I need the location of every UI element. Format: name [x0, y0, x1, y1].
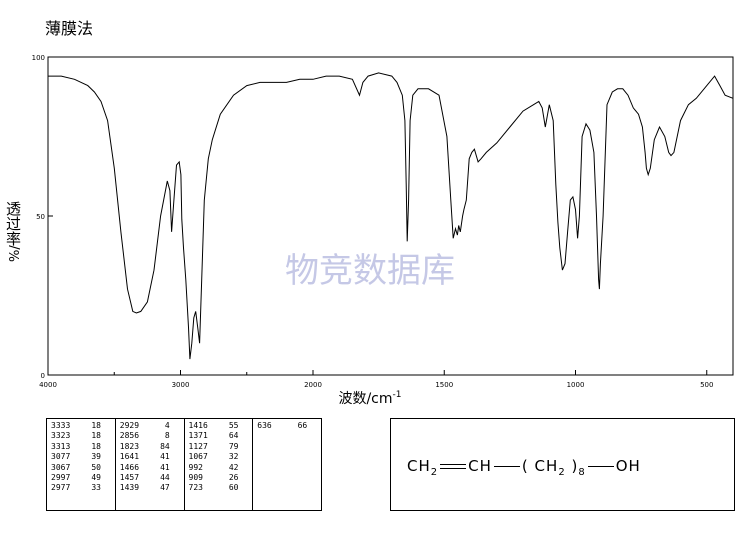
- x-tick-label: 3000: [172, 381, 190, 389]
- peak-wavenumber: 1416: [188, 421, 208, 430]
- peak-wavenumber: 1457: [119, 473, 140, 483]
- x-axis-ticks: 4000 3000 2000 1500 1000 500: [39, 370, 713, 389]
- peak-row: 1439 47: [120, 483, 184, 493]
- y-axis-label: 透过率: [4, 201, 22, 246]
- peak-wavenumber: 1439: [119, 483, 140, 493]
- peak-transmittance: 39: [91, 452, 101, 462]
- peak-transmittance: 50: [91, 462, 101, 472]
- peak-transmittance: 33: [91, 483, 101, 493]
- plot-frame: [47, 56, 734, 376]
- peak-transmittance: 4: [164, 421, 170, 430]
- peak-table-column: 636 66: [253, 419, 321, 510]
- peak-transmittance: 66: [297, 421, 308, 430]
- peak-row: 1457 44: [120, 473, 184, 483]
- svg-text:透过率: 透过率: [4, 201, 22, 246]
- peak-transmittance: 8: [164, 431, 170, 441]
- peak-row: 2856 8: [120, 431, 184, 441]
- minor-ticks: [113, 372, 576, 375]
- peak-wavenumber: 992: [188, 462, 203, 472]
- peak-table: 3333 18 3323 18 3313 18 3077 39 3067 50 2997 49 2977…: [46, 418, 322, 511]
- peak-wavenumber: 2997: [51, 473, 71, 483]
- peak-row: 1823 84: [120, 442, 184, 452]
- peak-row: 909 26: [189, 473, 253, 483]
- y-tick-label: 100: [32, 54, 45, 62]
- peak-wavenumber: 3067: [51, 462, 71, 472]
- peak-row: 3323 18: [51, 431, 115, 441]
- y-tick-label: 50: [36, 213, 45, 221]
- x-tick-label: 500: [700, 381, 713, 389]
- peak-row: 1067 32: [189, 452, 253, 462]
- peak-transmittance: 44: [160, 473, 170, 483]
- peak-wavenumber: 1067: [188, 452, 208, 462]
- peak-wavenumber: 2856: [119, 431, 140, 441]
- peak-wavenumber: 3313: [51, 441, 71, 451]
- peak-transmittance: 84: [160, 441, 170, 451]
- peak-transmittance: 32: [228, 452, 239, 462]
- single-bond: [587, 466, 614, 467]
- peak-table-column: 3333 18 3323 18 3313 18 3077 39 3067 50 2997 49 2977…: [47, 419, 116, 510]
- x-tick-label: 2000: [304, 381, 322, 389]
- peak-row: 1641 41: [120, 452, 184, 462]
- peak-row: 3077 39: [51, 452, 115, 462]
- structural-formula: CH2 CH( CH2 )8 OH: [407, 457, 641, 478]
- peak-wavenumber: 723: [188, 483, 203, 493]
- peak-wavenumber: 1823: [119, 441, 140, 451]
- peak-row: 992 42: [189, 463, 253, 473]
- double-bond: [440, 464, 467, 469]
- peak-transmittance: 41: [160, 462, 170, 472]
- peak-wavenumber: 1127: [188, 441, 208, 451]
- peak-transmittance: 60: [228, 483, 239, 493]
- peak-row: 636 66: [257, 421, 321, 431]
- x-tick-label: 4000: [39, 381, 57, 389]
- peak-row: 1127 79: [189, 442, 253, 452]
- structure-formula-box: CH2 CH( CH2 )8 OH: [390, 418, 735, 511]
- spectrum-line: [48, 72, 734, 360]
- peak-transmittance: 26: [228, 473, 239, 483]
- single-bond: [493, 466, 520, 467]
- peak-transmittance: 64: [228, 431, 239, 441]
- x-tick-label: 1500: [435, 381, 453, 389]
- peak-wavenumber: 3323: [51, 431, 71, 441]
- peak-wavenumber: 2977: [51, 483, 71, 493]
- x-axis-label: 波数/cm-1: [338, 390, 401, 407]
- peak-row: 1416 55: [189, 421, 253, 431]
- peak-wavenumber: 636: [257, 421, 272, 430]
- peak-transmittance: 55: [228, 421, 239, 430]
- peak-row: 1371 64: [189, 431, 253, 441]
- peak-table-column: 2929 4 2856 8 1823 84 1641 41 1466 41 1457 44 1439 47: [116, 419, 185, 510]
- peak-row: 3333 18: [51, 421, 115, 431]
- method-title: 薄膜法: [45, 19, 94, 38]
- watermark: 物竞数据库: [285, 251, 455, 291]
- peak-wavenumber: 3077: [51, 452, 71, 462]
- peak-transmittance: 79: [228, 441, 239, 451]
- y-axis-unit: %/: [8, 245, 23, 262]
- peak-row: 2929 4: [120, 421, 184, 431]
- peak-wavenumber: 1641: [119, 452, 140, 462]
- y-axis-ticks: 0 50 100: [32, 54, 53, 380]
- x-tick-label: 1000: [567, 381, 585, 389]
- peak-transmittance: 49: [91, 473, 101, 483]
- ir-spectrum-chart: 4000 3000 2000 1500 1000 500 0 50 100 物竞数据库 波数/…: [4, 54, 734, 407]
- peak-wavenumber: 909: [188, 473, 203, 483]
- peak-wavenumber: 2929: [119, 421, 140, 430]
- peak-wavenumber: 3333: [51, 421, 71, 430]
- peak-row: 723 60: [189, 483, 253, 493]
- peak-transmittance: 18: [91, 431, 101, 441]
- peak-row: 3067 50: [51, 463, 115, 473]
- peak-wavenumber: 1466: [119, 462, 140, 472]
- peak-wavenumber: 1371: [188, 431, 208, 441]
- peak-row: 2997 49: [51, 473, 115, 483]
- peak-table-column: 1416 55 1371 64 1127 79 1067 32 992 42 909 26 723 60: [185, 419, 254, 510]
- peak-transmittance: 41: [160, 452, 170, 462]
- y-tick-label: 0: [41, 372, 45, 380]
- peak-transmittance: 42: [228, 462, 239, 472]
- peak-transmittance: 18: [91, 421, 101, 430]
- peak-row: 2977 33: [51, 483, 115, 493]
- peak-transmittance: 47: [160, 483, 170, 493]
- peak-row: 3313 18: [51, 442, 115, 452]
- peak-transmittance: 18: [91, 441, 101, 451]
- peak-row: 1466 41: [120, 463, 184, 473]
